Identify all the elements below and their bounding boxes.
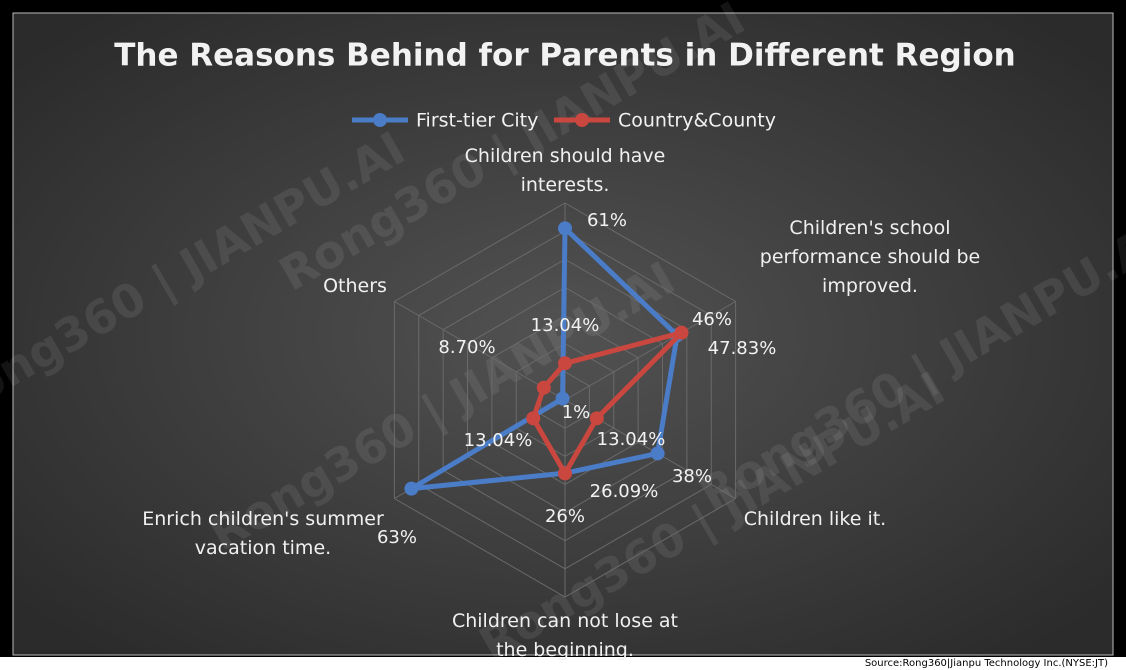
footer-band — [0, 657, 1126, 670]
category-label: Children should have interests. — [464, 145, 666, 196]
category-label: Children can not lose at the beginning. — [451, 610, 679, 661]
data-label: 26% — [545, 506, 585, 527]
data-point — [558, 356, 572, 371]
data-label: 46% — [692, 309, 732, 330]
category-label: Children's school performance should be … — [759, 217, 981, 297]
category-label: Others — [323, 275, 387, 297]
data-point — [526, 411, 541, 426]
legend-marker — [373, 113, 387, 127]
legend-marker — [575, 113, 589, 127]
data-point — [555, 391, 570, 406]
spoke — [564, 301, 736, 401]
data-label: 38% — [672, 466, 712, 487]
data-label: 61% — [587, 210, 627, 231]
data-point — [558, 221, 572, 236]
chart-title: The Reasons Behind for Parents in Differ… — [114, 38, 1015, 74]
legend-label: Country&County — [618, 110, 776, 132]
data-label: 26.09% — [590, 481, 659, 502]
data-point — [589, 411, 604, 426]
spoke — [394, 301, 566, 401]
data-point — [558, 466, 572, 481]
data-label: 13.04% — [464, 430, 533, 451]
legend-label: First-tier City — [416, 110, 538, 132]
data-label: 1% — [562, 402, 591, 423]
category-label: Children like it. — [743, 508, 887, 530]
data-label: 63% — [377, 527, 417, 548]
source: Source:Rong360|Jianpu Technology Inc.(NY… — [864, 658, 1108, 669]
category-label: Enrich children's summer vacation time. — [142, 508, 384, 559]
data-point — [650, 446, 665, 461]
data-label: 13.04% — [531, 315, 600, 336]
data-label: 13.04% — [597, 429, 666, 450]
data-point — [536, 380, 551, 395]
data-label: 47.83% — [708, 338, 777, 359]
data-point — [404, 481, 419, 496]
data-label: 8.70% — [438, 337, 495, 358]
data-point — [674, 325, 689, 340]
